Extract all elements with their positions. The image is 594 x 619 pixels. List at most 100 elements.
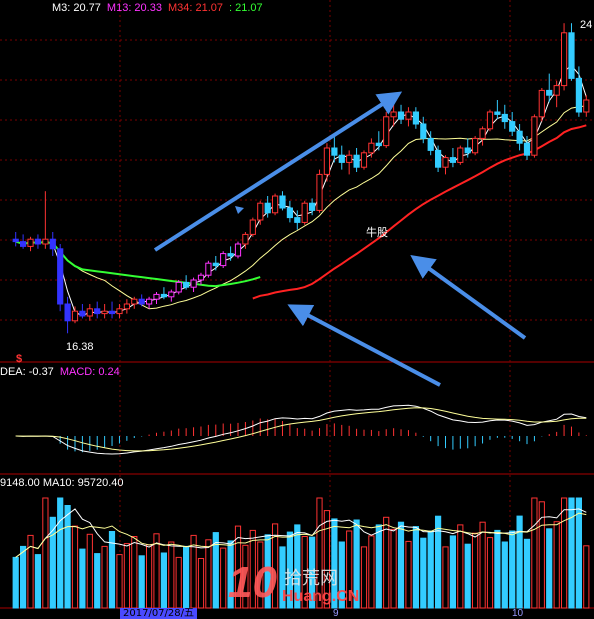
candle [323, 143, 330, 182]
signal-marker: $ [16, 353, 22, 365]
candle [516, 124, 523, 151]
volume-bar [316, 497, 323, 609]
candle-body [27, 238, 34, 247]
candle [146, 296, 153, 309]
candle-body [568, 32, 575, 79]
volume-bar [183, 545, 190, 609]
candle [27, 236, 34, 252]
volume-bar [360, 546, 368, 609]
candle-body [220, 253, 227, 267]
candle-body [412, 111, 419, 125]
macd-dif-line [15, 404, 587, 455]
candle [138, 294, 145, 307]
candle [12, 232, 19, 247]
candle-body [442, 157, 449, 168]
volume-bar [583, 545, 590, 609]
candle [220, 251, 227, 268]
candle-body [368, 142, 375, 154]
volume-bar [212, 532, 219, 609]
candle-body [486, 111, 494, 130]
candle [309, 198, 316, 216]
month-label-10: 10 [512, 608, 524, 619]
candle [538, 88, 545, 122]
volume-bar [64, 505, 71, 609]
volume-bar [123, 543, 131, 609]
ma-line-m3 [15, 64, 587, 317]
volume-bar [168, 541, 175, 609]
candle [294, 210, 301, 230]
arrow-uptrend [153, 91, 403, 252]
volume-bar [146, 544, 153, 609]
candle-body [397, 111, 405, 120]
candle-body [323, 147, 330, 175]
candle-body [272, 195, 279, 214]
candle-body [197, 274, 205, 281]
candle [197, 272, 205, 285]
candle [64, 296, 71, 334]
candle-body [346, 154, 353, 163]
ma-line-m34 [252, 124, 587, 300]
volume-bar [397, 521, 405, 609]
candle [501, 104, 508, 129]
volume-bar [494, 529, 501, 609]
candle [242, 232, 249, 249]
candle-body [472, 137, 479, 154]
candle [397, 104, 405, 124]
macd-legend: DEA: -0.37 MACD: 0.24 [0, 366, 126, 378]
candle [279, 191, 286, 211]
candle [49, 232, 56, 256]
volume-bar [501, 541, 508, 609]
candle [190, 277, 197, 292]
chart-labels: 16.38 24 牛股 $ [16, 19, 592, 365]
candle [427, 131, 434, 156]
candle [338, 145, 345, 170]
candle-body [64, 303, 71, 322]
candle [568, 23, 575, 81]
macd-panel [15, 404, 587, 455]
candle [464, 138, 471, 158]
volume-bar [449, 535, 456, 609]
candle-body [101, 310, 108, 315]
volume-bar [175, 556, 182, 609]
volume-bar [309, 536, 316, 609]
candle-body [20, 241, 27, 247]
ma-line-green [15, 240, 261, 288]
volume-bar [301, 536, 308, 609]
volume-bar [20, 545, 27, 609]
volume-bar [101, 545, 108, 609]
candle [546, 73, 553, 103]
candle-body [116, 308, 123, 315]
candle-body [383, 116, 390, 147]
candle-body [538, 89, 545, 118]
volume-bar [353, 519, 360, 609]
candle [316, 169, 323, 213]
candle-body [183, 281, 190, 288]
legend-item: : 21.07 [229, 2, 263, 14]
volume-bar [257, 541, 264, 609]
volume-bar [286, 531, 293, 609]
candle [160, 287, 168, 300]
candle [116, 304, 123, 319]
candle [353, 148, 360, 172]
volume-panel [12, 497, 590, 609]
volume-bar [249, 529, 256, 609]
candle [405, 107, 412, 127]
candle [331, 136, 338, 163]
volume-bar [86, 533, 93, 609]
candle-body [546, 89, 553, 96]
legend-item: DEA: -0.37 [0, 366, 54, 378]
month-label-9: 9 [333, 608, 339, 619]
volume-bar [138, 555, 145, 609]
candle-body [286, 207, 293, 219]
candle-body [294, 217, 301, 223]
candle-body [457, 147, 464, 163]
volume-bar [160, 552, 168, 609]
candle [86, 304, 93, 321]
candle-body [212, 262, 219, 267]
candle-body [190, 279, 197, 288]
candle-body [331, 147, 338, 156]
candle-body [353, 154, 360, 168]
candle-body [316, 173, 323, 211]
candle [34, 234, 41, 249]
volume-bar [227, 540, 234, 609]
